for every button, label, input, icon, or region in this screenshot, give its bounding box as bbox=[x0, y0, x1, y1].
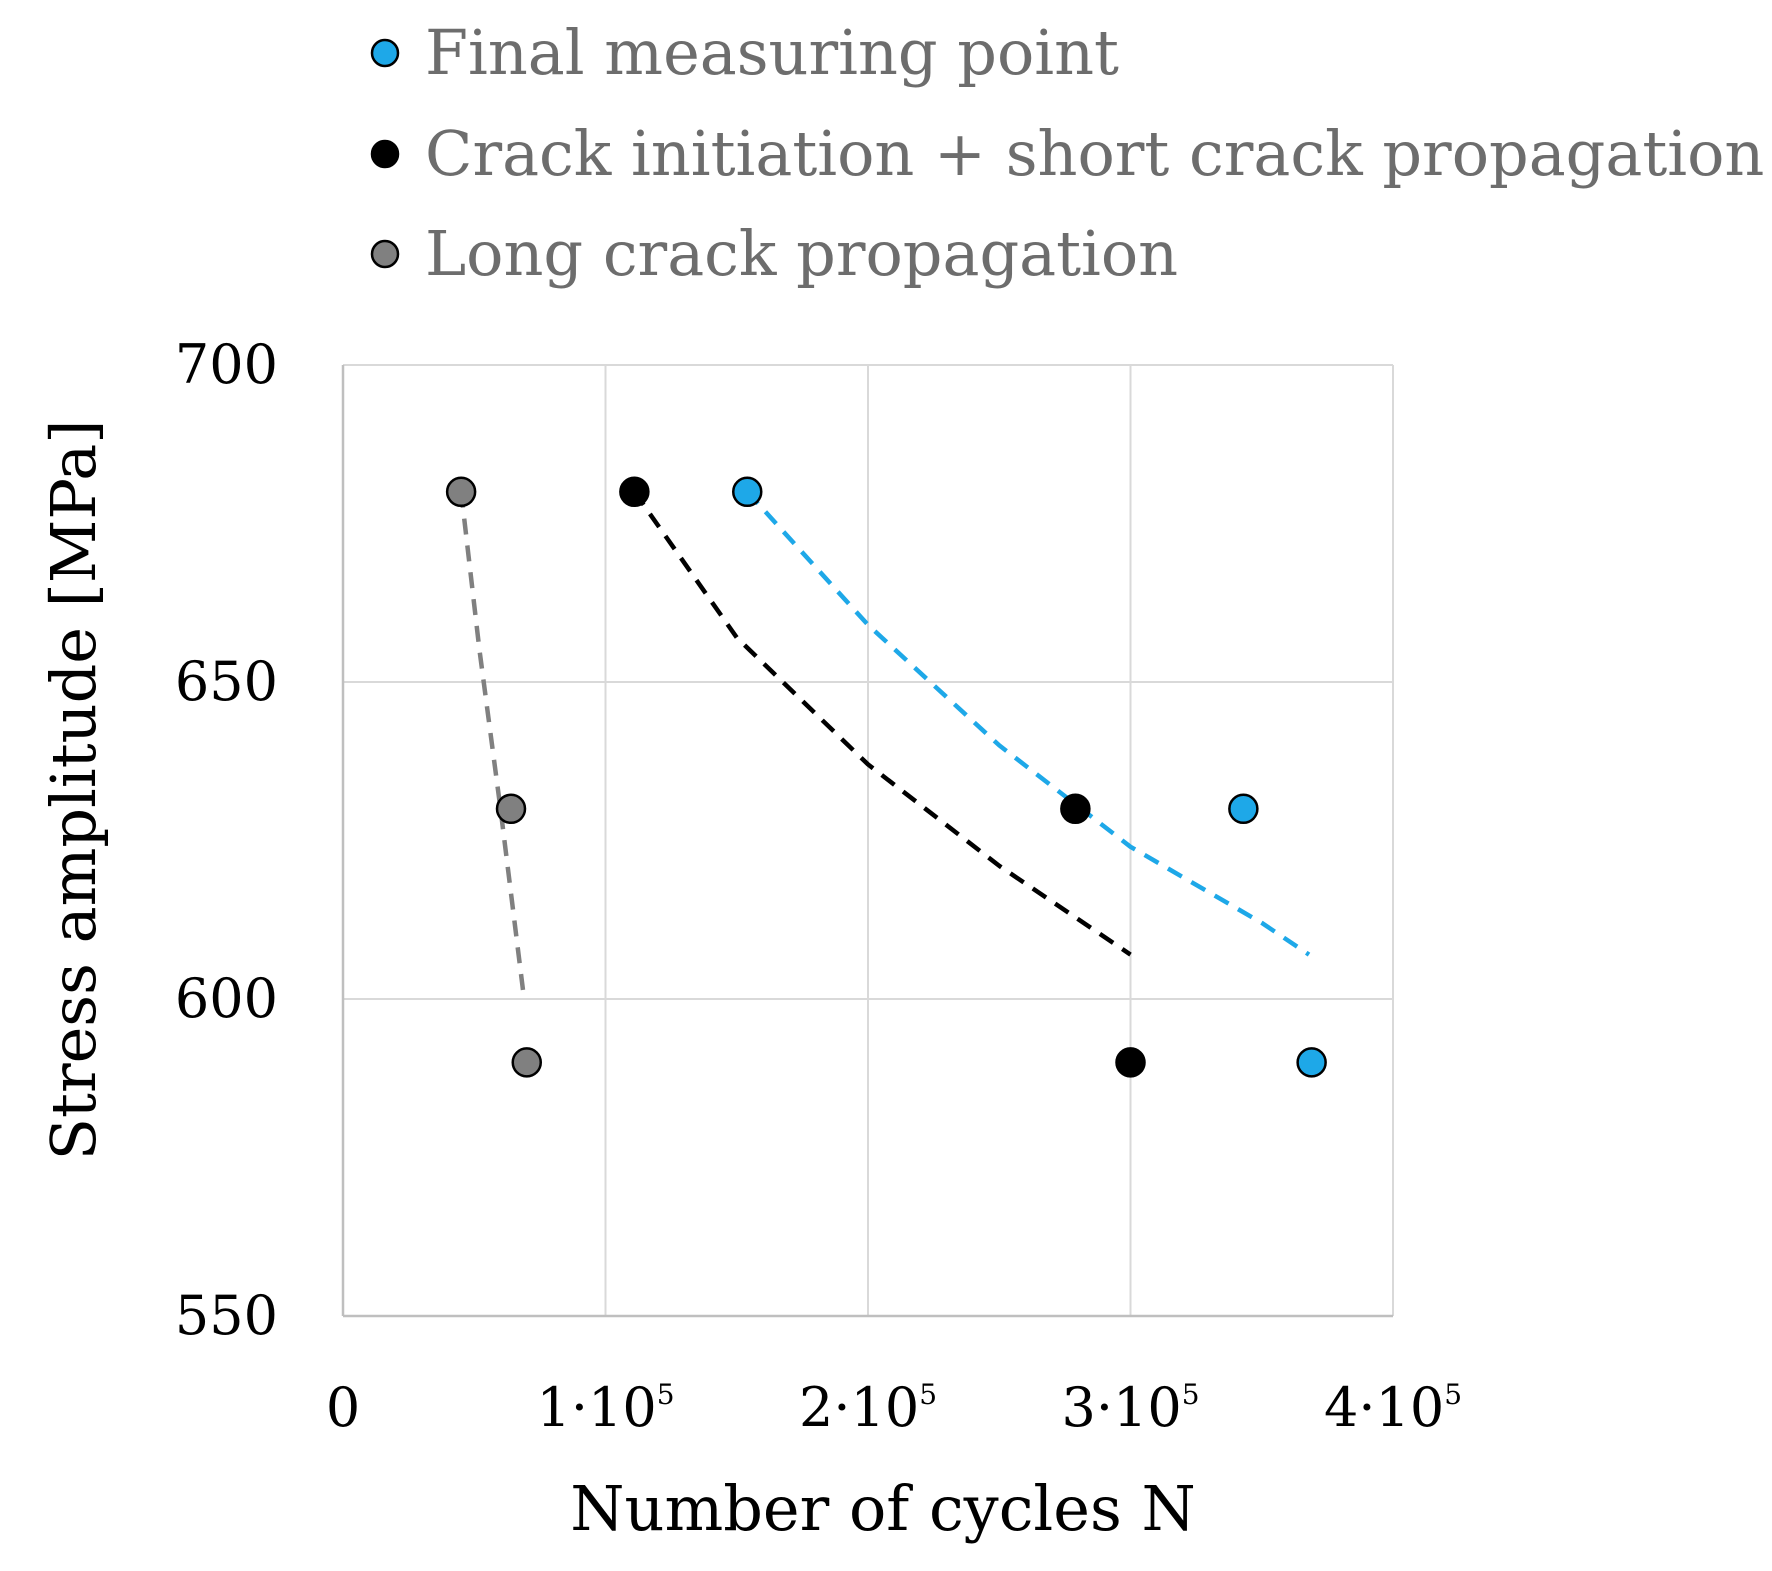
legend-marker-crack-initiation bbox=[370, 139, 400, 169]
data-point-series-1-1 bbox=[1060, 793, 1091, 825]
data-point-series-0-0 bbox=[732, 476, 763, 508]
data-point-series-2-2 bbox=[511, 1047, 542, 1078]
legend-label-long-crack-propagation: Long crack propagation bbox=[425, 217, 1178, 290]
trendline-series-0 bbox=[745, 490, 1311, 957]
y-axis-title: Stress amplitude [MPa] bbox=[37, 420, 110, 1161]
legend-marker-final-measuring-point bbox=[370, 38, 400, 68]
y-tick-label-2: 650 bbox=[175, 650, 278, 713]
x-tick-labels: 0 1·105 2·105 3·105 4·105 bbox=[326, 1376, 1462, 1439]
legend-label-final-measuring-point: Final measuring point bbox=[425, 16, 1119, 89]
legend-label-crack-initiation: Crack initiation + short crack propagati… bbox=[425, 117, 1764, 190]
y-tick-label-3: 700 bbox=[175, 333, 278, 396]
data-point-series-1-0 bbox=[619, 476, 650, 508]
data-point-series-1-2 bbox=[1115, 1047, 1146, 1078]
y-tick-labels: 550 600 650 700 bbox=[175, 333, 278, 1347]
legend-marker-long-crack-propagation bbox=[370, 239, 400, 269]
x-tick-label-3: 3·105 bbox=[1061, 1376, 1199, 1439]
y-tick-label-0: 550 bbox=[175, 1284, 278, 1347]
data-points bbox=[445, 476, 1327, 1078]
data-point-series-2-0 bbox=[445, 476, 477, 508]
trendlines bbox=[458, 490, 1311, 1000]
x-axis-title: Number of cycles N bbox=[570, 1472, 1195, 1545]
x-tick-label-4: 4·105 bbox=[1324, 1376, 1462, 1439]
y-tick-label-1: 600 bbox=[175, 967, 278, 1030]
axes bbox=[341, 365, 1393, 1318]
legend: Final measuring point Crack initiation +… bbox=[370, 16, 1764, 290]
x-tick-label-2: 2·105 bbox=[799, 1376, 937, 1439]
trendline-series-2 bbox=[458, 491, 527, 1000]
data-point-series-0-2 bbox=[1296, 1047, 1327, 1078]
data-point-series-0-1 bbox=[1228, 793, 1259, 825]
trendline-series-1 bbox=[632, 490, 1132, 957]
x-tick-label-0: 0 bbox=[326, 1376, 360, 1439]
grid bbox=[343, 364, 1394, 1316]
data-point-series-2-1 bbox=[495, 793, 527, 825]
x-tick-label-1: 1·105 bbox=[536, 1376, 674, 1439]
